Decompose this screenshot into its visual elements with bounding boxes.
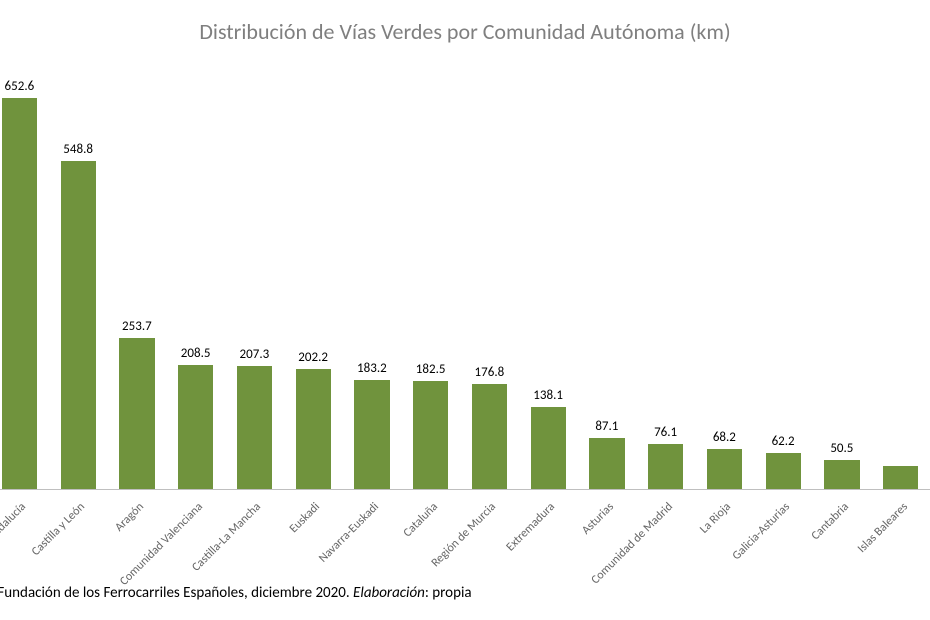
bar [296, 369, 331, 490]
value-label: 138.1 [519, 388, 578, 403]
category-label: Galicia-Asturias [730, 500, 793, 563]
bar-slot: 208.5 [166, 70, 225, 490]
bar-slot: 138.1 [519, 70, 578, 490]
bar-slot: 68.2 [695, 70, 754, 490]
bar [413, 381, 448, 491]
bar-slot: 76.1 [636, 70, 695, 490]
category-label: La Rioja [698, 500, 735, 537]
bars-group: 652.6 548.8 253.7 208.5207.3202.2183.2182.5… [0, 70, 930, 490]
value-label: 253.7 [108, 319, 167, 334]
value-label: 548.8 [49, 142, 108, 157]
bar [237, 366, 272, 490]
bar [119, 338, 154, 490]
bar [648, 444, 683, 490]
value-label: 50.5 [813, 441, 872, 456]
category-label: Euskadi [287, 500, 323, 536]
footer-elab-suffix: : propia [425, 584, 472, 602]
value-label: 62.2 [754, 434, 813, 449]
bar-slot: 548.8 [49, 70, 108, 490]
value-label: 183.2 [343, 361, 402, 376]
value-label: 182.5 [401, 362, 460, 377]
bar [354, 380, 389, 490]
value-label: 202.2 [284, 350, 343, 365]
bar [531, 407, 566, 490]
category-label: Asturias [579, 500, 617, 538]
value-label: 208.5 [166, 346, 225, 361]
bar [766, 453, 801, 490]
bar [589, 438, 624, 490]
value-label: 87.1 [578, 419, 637, 434]
footer-prefix: : Fundación de los Ferrocarriles Español… [0, 584, 353, 602]
footer-caption: : Fundación de los Ferrocarriles Español… [0, 584, 472, 602]
value-label: 76.1 [636, 425, 695, 440]
bar-slot: 202.2 [284, 70, 343, 490]
bar-slot: 182.5 [401, 70, 460, 490]
bar [883, 466, 918, 490]
bar-slot: 253.7 [108, 70, 167, 490]
value-label: 176.8 [460, 365, 519, 380]
category-label: Islas Baleares [855, 500, 911, 556]
bar [707, 449, 742, 490]
bar-slot: 62.2 [754, 70, 813, 490]
category-label: Cantabria [809, 500, 852, 543]
bar [61, 161, 96, 490]
x-axis-line [0, 489, 930, 490]
bar-slot: 652.6 [0, 70, 49, 490]
bar-slot: 50.5 [813, 70, 872, 490]
category-label: Andalucía [0, 500, 29, 544]
category-label: Castilla y León [29, 500, 88, 559]
bar-slot [871, 70, 930, 490]
bar [178, 365, 213, 490]
bar-slot: 87.1 [578, 70, 637, 490]
category-label: Aragón [112, 500, 147, 535]
value-label: 652.6 [0, 79, 49, 94]
bar [824, 460, 859, 490]
chart-title: Distribución de Vías Verdes por Comunida… [0, 18, 930, 45]
footer-elab-label: Elaboración [353, 584, 425, 602]
bar-slot: 183.2 [343, 70, 402, 490]
category-label: Navarra-Euskadi [316, 500, 382, 566]
category-label: Cataluña [400, 500, 440, 540]
category-label: Extremadura [504, 500, 558, 554]
plot-area: 652.6 548.8 253.7 208.5207.3202.2183.2182.5… [0, 70, 930, 490]
chart-container: Distribución de Vías Verdes por Comunida… [0, 0, 930, 620]
value-label: 207.3 [225, 347, 284, 362]
bar-slot: 176.8 [460, 70, 519, 490]
bar [2, 98, 37, 490]
bar-slot: 207.3 [225, 70, 284, 490]
value-label: 68.2 [695, 430, 754, 445]
bar [472, 384, 507, 490]
